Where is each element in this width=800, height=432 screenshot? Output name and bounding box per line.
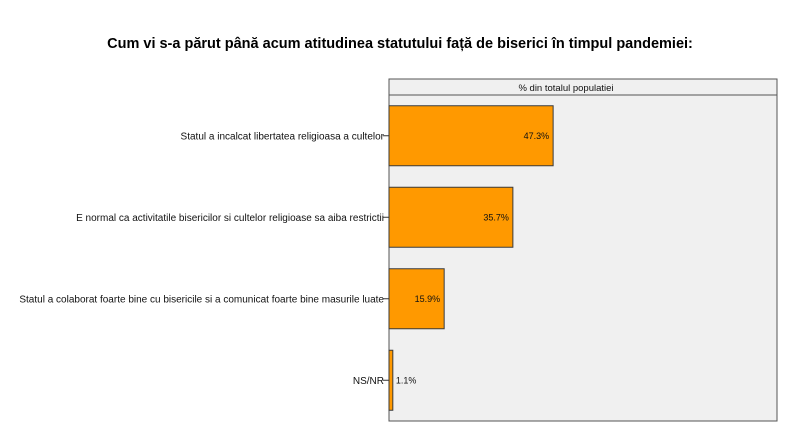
panel-header-label: % din totalul populatiei: [518, 83, 613, 94]
category-label: E normal ca activitatile bisericilor si …: [76, 213, 384, 224]
chart-title: Cum vi s-a părut până acum atitudinea st…: [107, 36, 693, 52]
bar: [388, 349, 394, 411]
value-label: 15.9%: [415, 294, 441, 304]
category-label: Statul a incalcat libertatea religioasa …: [181, 131, 385, 142]
value-label: 1.1%: [396, 375, 417, 385]
category-label: Statul a colaborat foarte bine cu biseri…: [19, 294, 384, 305]
category-label: NS/NR: [353, 376, 384, 387]
value-label: 47.3%: [524, 131, 550, 141]
bar: [388, 186, 514, 248]
value-label: 35.7%: [483, 212, 509, 222]
